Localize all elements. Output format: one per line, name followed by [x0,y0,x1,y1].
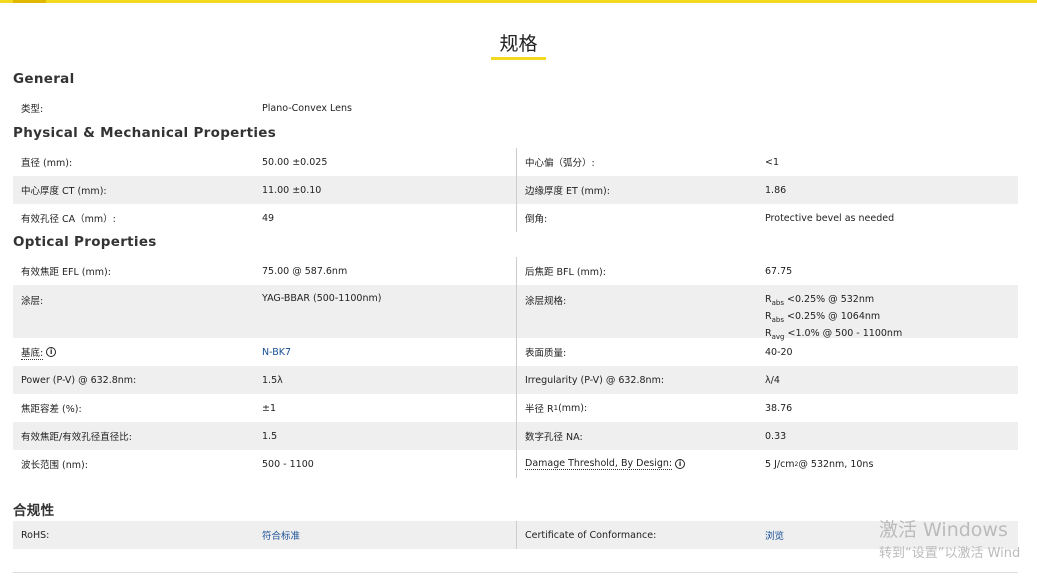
spec-value: YAG-BBAR (500-1100nm) [262,293,382,304]
subscript: abs [771,298,784,307]
subscript: avg [771,332,785,341]
spec-label: 有效孔径 CA（mm）: [21,214,116,225]
spec-value: 50.00 ±0.025 [262,156,328,168]
table-row: 直径 (mm): 50.00 ±0.025 中心偏（弧分）: <1 [13,148,1018,176]
spec-value: 0.33 [765,430,787,442]
spec-label: 涂层: [21,296,44,307]
spec-label: 数字孔径 NA: [516,422,765,450]
subscript: 1 [553,404,559,412]
rohs-link[interactable]: 符合标准 [262,531,301,542]
spec-value: Protective bevel as needed [765,212,895,224]
info-icon[interactable]: i [675,459,686,469]
section-heading-compliance: 合规性 [13,503,55,519]
spec-label: 波长范围 (nm): [21,460,88,471]
table-row: 类型: Plano-Convex Lens [13,94,1018,122]
substrate-tooltip-label[interactable]: 基底: [21,345,44,360]
superscript: 2 [794,460,799,468]
general-table: 类型: Plano-Convex Lens [13,94,1018,122]
section-heading-physical: Physical & Mechanical Properties [13,125,277,141]
spec-value: Plano-Convex Lens [262,102,352,114]
active-tab-indicator [13,0,46,3]
compliance-table: RoHS: 符合标准 Certificate of Conformance: 浏览 [13,521,1018,549]
spec-value: 1.86 [765,184,787,196]
table-row: 基底: i N-BK7 表面质量: 40-20 [13,338,1018,366]
spec-label: 有效焦距 EFL (mm): [21,267,111,278]
coating-line: Rabs <0.25% @ 532nm [765,293,1015,310]
spec-label: 中心偏（弧分）: [516,148,765,176]
spec-label: Certificate of Conformance: [516,521,765,549]
page-title: 规格 [0,29,1037,60]
spec-value: 符合标准 [262,521,516,549]
spec-value: 11.00 ±0.10 [262,184,322,196]
spec-value: 5 J/cm 2 @ 532nm, 10ns [765,450,1015,478]
coating-line: Rabs <0.25% @ 1064nm [765,310,1015,327]
subscript: abs [771,315,784,324]
table-row: 有效焦距 EFL (mm): 75.00 @ 587.6nm 后焦距 BFL (mm… [13,257,1018,285]
coating-spec-value: Rabs <0.25% @ 532nm Rabs <0.25% @ 1064nm… [765,293,1015,344]
spec-value: 67.75 [765,265,793,277]
spec-label: RoHS: [21,529,50,541]
physical-table: 直径 (mm): 50.00 ±0.025 中心偏（弧分）: <1 中心厚度 CT (… [13,148,1018,232]
certificate-view-link[interactable]: 浏览 [765,531,785,542]
spec-value: λ/4 [765,374,780,386]
spec-value: 49 [262,212,275,224]
spec-value: 1.5λ [262,374,283,386]
text: (mm): [558,402,588,414]
symbol: R [765,310,772,322]
windows-activation-watermark-subtext: 转到“设置”以激活 Wind [879,546,1021,561]
spec-value: N-BK7 [262,338,516,366]
spec-label: 类型: [21,104,44,115]
spec-value: 75.00 @ 587.6nm [262,265,348,277]
table-row: 涂层: YAG-BBAR (500-1100nm) 涂层规格: Rabs <0.25… [13,285,1018,341]
spec-label: Power (P-V) @ 632.8nm: [21,374,137,386]
text: <0.25% @ 1064nm [784,310,881,322]
spec-label: Damage Threshold, By Design: i [516,450,765,478]
table-row: 波长范围 (nm): 500 - 1100 Damage Threshold, By… [13,450,1018,478]
substrate-link[interactable]: N-BK7 [262,346,291,358]
spec-label: 中心厚度 CT (mm): [21,186,107,197]
windows-activation-watermark: 激活 Windows [879,519,1008,541]
spec-value: 浏览 [765,521,1015,549]
spec-value: 40-20 [765,346,793,358]
spec-label: 表面质量: [516,338,765,366]
text: @ 532nm, 10ns [798,458,874,470]
spec-label: 倒角: [516,204,765,232]
spec-label: Irregularity (P-V) @ 632.8nm: [516,366,765,394]
text: <0.25% @ 532nm [784,294,875,305]
table-row: RoHS: 符合标准 Certificate of Conformance: 浏览 [13,521,1018,549]
table-row: 中心厚度 CT (mm): 11.00 ±0.10 边缘厚度 ET (mm): 1.8… [13,176,1018,204]
spec-value: 500 - 1100 [262,458,314,470]
spec-label: 焦距容差 (%): [21,404,82,415]
spec-value: 38.76 [765,402,793,414]
section-heading-general: General [13,71,75,87]
coating-line: Ravg <1.0% @ 500 - 1100nm [765,327,1015,344]
spec-label: 基底: i [13,338,262,366]
spec-label: 边缘厚度 ET (mm): [516,176,765,204]
spec-label: 涂层规格: [516,285,765,338]
spec-value: ±1 [262,402,277,414]
section-heading-optical: Optical Properties [13,234,157,250]
top-nav-bar [0,0,1037,3]
info-icon[interactable]: i [46,347,57,357]
spec-value: 1.5 [262,430,278,442]
table-row: 有效焦距/有效孔径直径比: 1.5 数字孔径 NA: 0.33 [13,422,1018,450]
table-row: 有效孔径 CA（mm）: 49 倒角: Protective bevel as nee… [13,204,1018,232]
text: 5 J/cm [765,458,795,470]
spec-label: 直径 (mm): [21,158,73,169]
table-row: Power (P-V) @ 632.8nm: 1.5λ Irregularity (… [13,366,1018,394]
spec-label: 有效焦距/有效孔径直径比: [21,432,132,443]
optical-table: 有效焦距 EFL (mm): 75.00 @ 587.6nm 后焦距 BFL (mm… [13,257,1018,478]
spec-label: 后焦距 BFL (mm): [516,257,765,285]
damage-threshold-tooltip-label[interactable]: Damage Threshold, By Design: [525,458,673,470]
spec-value: <1 [765,156,780,168]
text: 半径 R [525,404,554,415]
divider [13,572,1018,573]
symbol: R [765,294,772,305]
text: <1.0% @ 500 - 1100nm [784,327,903,339]
symbol: R [765,327,772,339]
